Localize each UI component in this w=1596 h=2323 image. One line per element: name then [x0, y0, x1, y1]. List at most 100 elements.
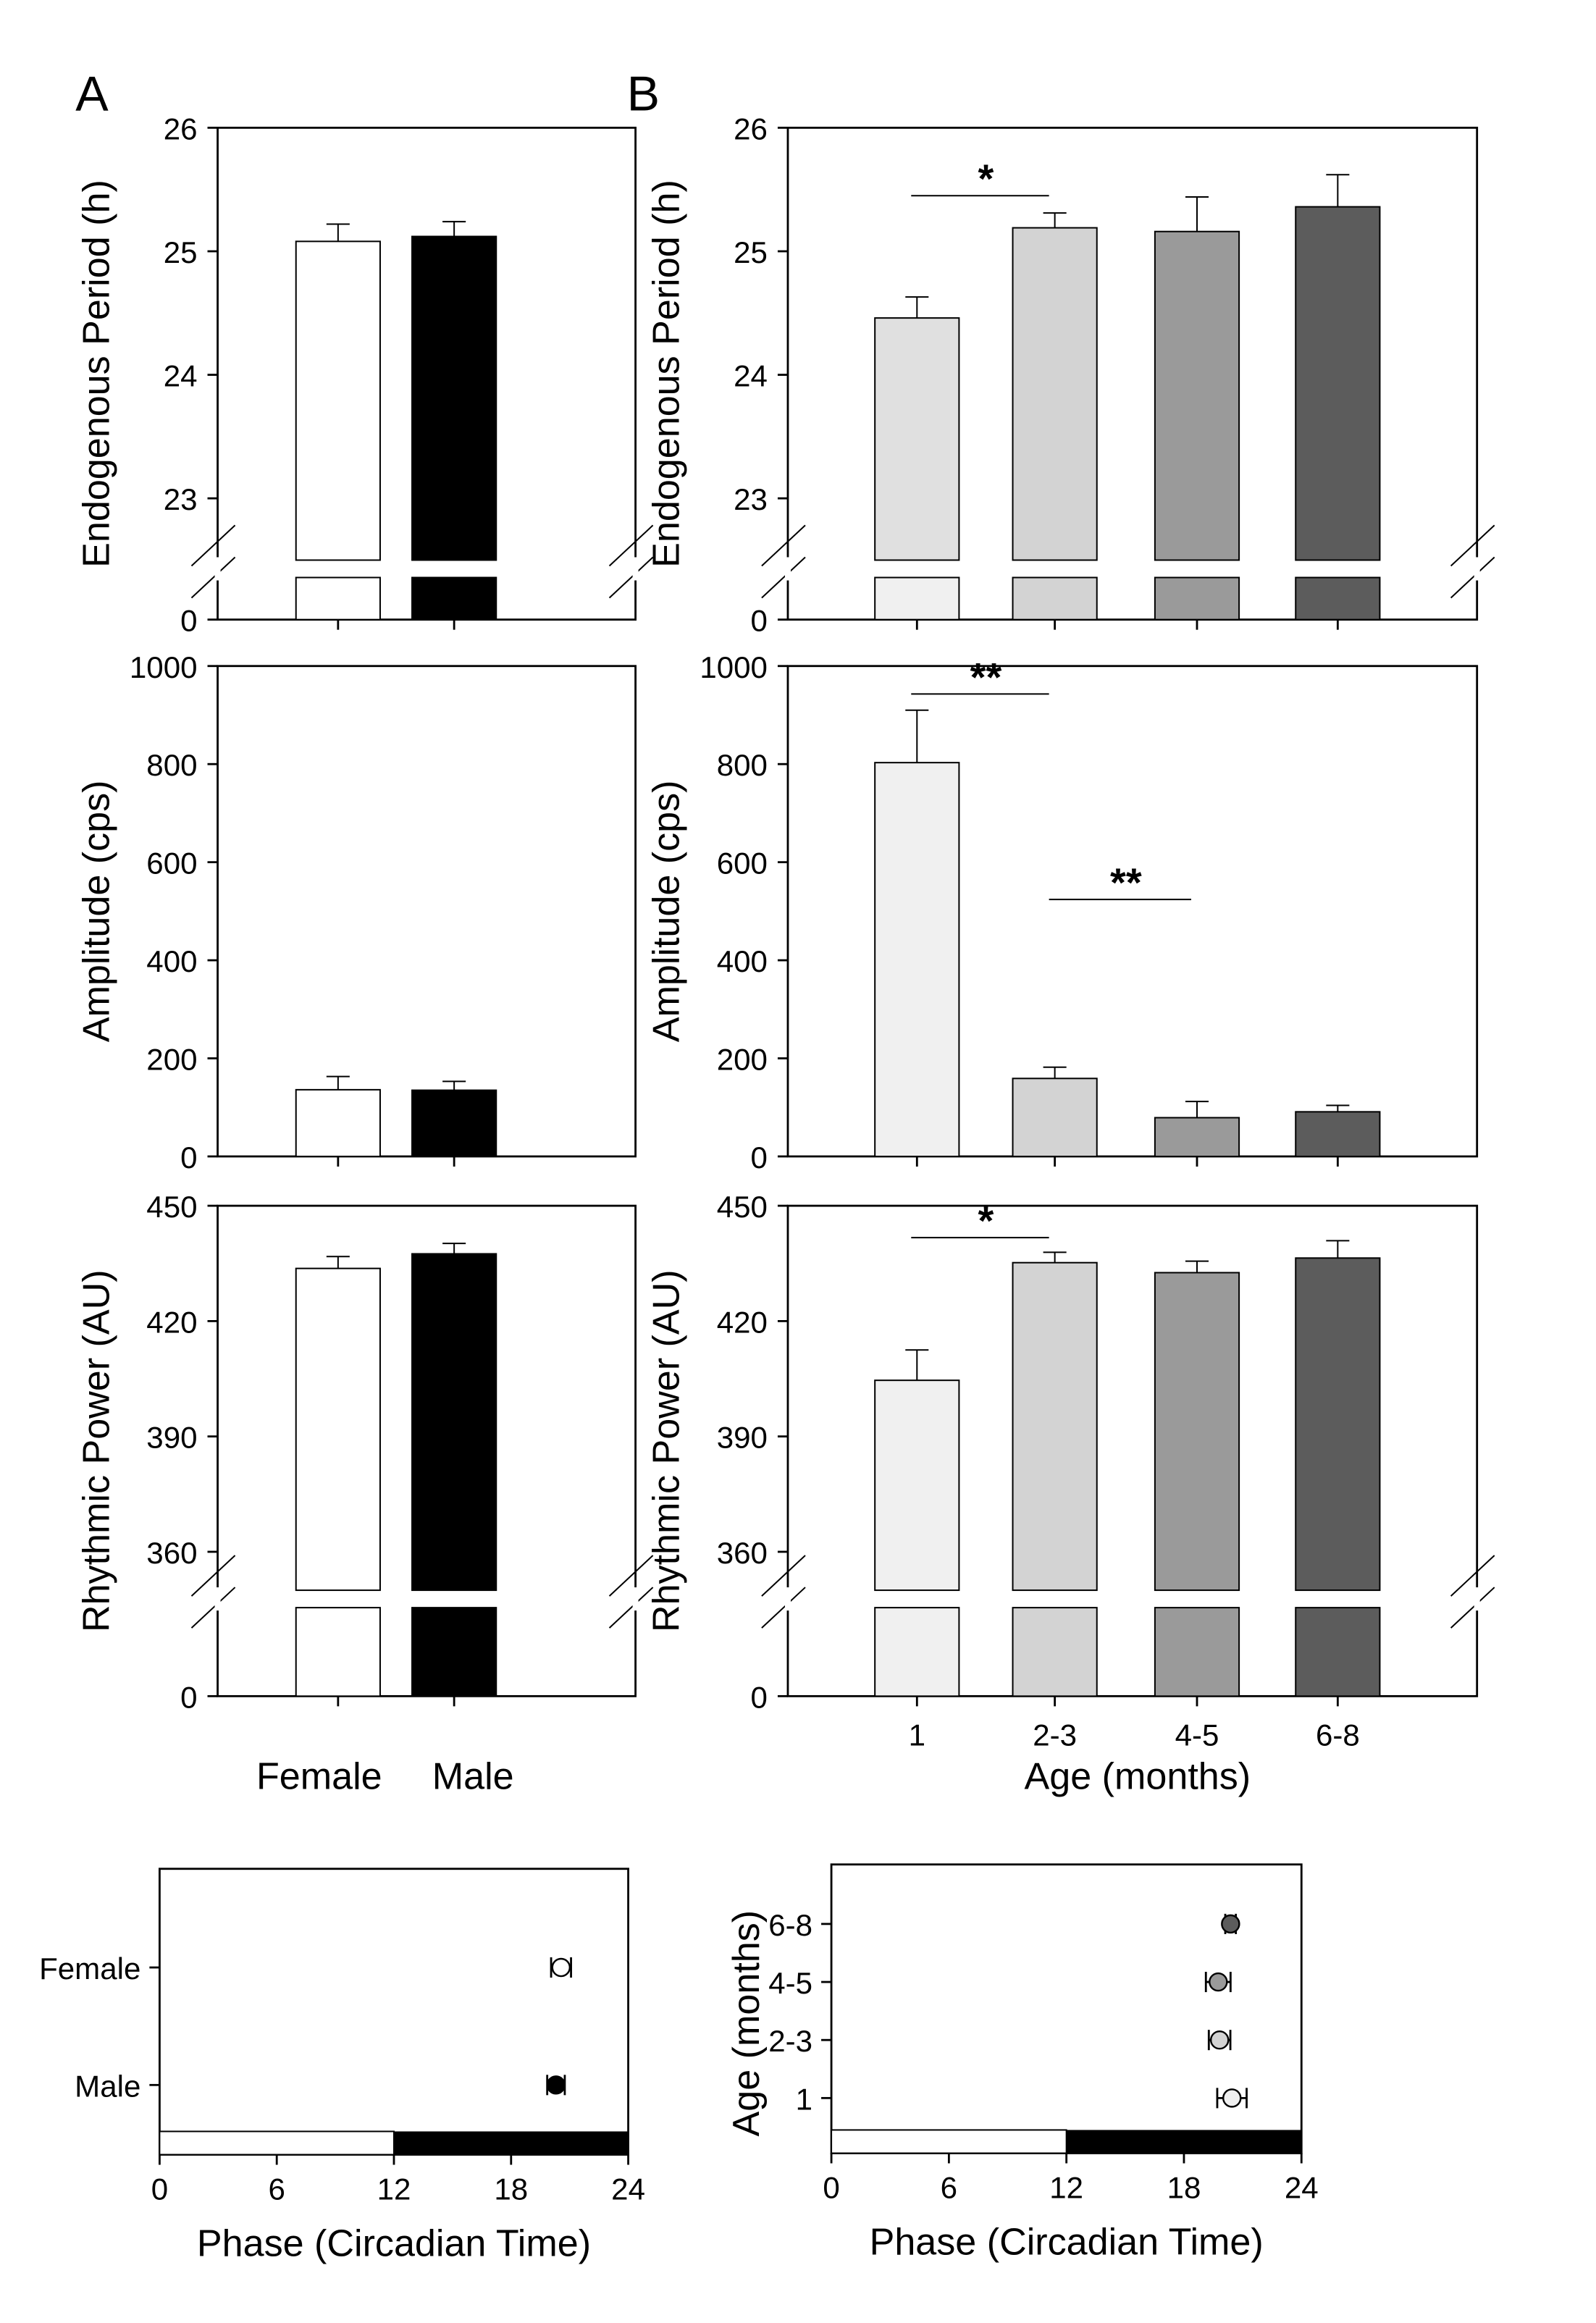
chart-A-phase: 0 6 12 18 24 Phase (Circadian Time) Female Male	[39, 1868, 645, 2265]
bar-4-5	[1154, 1272, 1240, 1592]
y-tick-label: 450	[717, 1190, 768, 1224]
bar-stub-4-5	[1154, 1607, 1240, 1697]
plot-frame	[786, 1204, 1479, 1697]
x-tick-label: 6-8	[1316, 1718, 1360, 1752]
significance-marker: **	[970, 654, 1002, 700]
bar-Male	[411, 235, 497, 561]
y-axis-label: Rhythmic Power (AU)	[646, 1269, 688, 1632]
bar-6-8	[1295, 206, 1381, 561]
chart-A-period: 0 23 24 25 26 Endogenous Period (h)	[75, 112, 654, 638]
axis-break-mark	[190, 556, 236, 599]
chart-B-power: 0 360 390 420 450 Rhythmic Power (AU) 1 2-3 4-5 6…	[646, 1190, 1495, 1752]
axis-break-mark	[608, 1587, 654, 1629]
x-tick-label: 1	[909, 1718, 925, 1752]
panel-label-b: B	[627, 66, 660, 121]
data-point-6-8	[1221, 1914, 1240, 1934]
bar-stub-6-8	[1295, 1607, 1381, 1697]
significance-marker: **	[1110, 860, 1142, 905]
axis-break-mark	[1450, 1555, 1495, 1597]
x-axis-label: Phase (Circadian Time)	[197, 2223, 591, 2265]
y-tick-label: 1000	[130, 650, 198, 684]
axis-break-gap	[214, 1587, 221, 1611]
bar-1	[874, 317, 960, 561]
y-tick-label: 390	[146, 1421, 197, 1455]
y-tick-label: 23	[164, 482, 198, 516]
y-axis-label: Endogenous Period (h)	[646, 180, 688, 568]
data-point-2-3	[1209, 2030, 1230, 2050]
bar-stub-4-5	[1154, 576, 1240, 621]
y-axis-label: Rhythmic Power (AU)	[75, 1269, 117, 1632]
chart-B-period: 0 23 24 25 26 Endogenous Period (h) *	[646, 112, 1495, 638]
y-tick-label: 200	[717, 1043, 768, 1077]
y-tick-label: 800	[146, 748, 197, 782]
axis-break-mark	[1450, 1587, 1495, 1629]
bar-Female	[295, 1088, 381, 1157]
y-tick-label: 4-5	[768, 1966, 812, 2000]
bar-2-3	[1012, 227, 1098, 561]
x-tick-label: 6	[941, 2171, 957, 2205]
x-tick-label: 18	[494, 2172, 528, 2206]
y-tick-label: 400	[717, 944, 768, 978]
axis-break-mark	[190, 1587, 236, 1629]
bar-Male	[411, 1089, 497, 1157]
bar-stub-Female	[295, 1607, 381, 1697]
bar-stub-6-8	[1295, 576, 1381, 621]
y-tick-label: 800	[717, 748, 768, 782]
bar-2-3	[1012, 1261, 1098, 1592]
y-tick-label: 6-8	[768, 1908, 812, 1942]
y-tick-label: 23	[734, 482, 768, 516]
plot-frame	[830, 1863, 1303, 2154]
axis-break-gap	[1474, 1587, 1480, 1611]
y-tick-label: 200	[146, 1043, 197, 1077]
axis-break-gap	[214, 557, 221, 581]
y-tick-label: 600	[146, 847, 197, 881]
axis-break-mark	[761, 1587, 806, 1629]
chart-B-amplitude: 0 200 400 600 800 1000 Amplitude (cps) ** **	[646, 650, 1479, 1175]
x-axis-label: Phase (Circadian Time)	[870, 2222, 1264, 2264]
significance-marker: *	[978, 156, 994, 201]
y-tick-label: 25	[734, 235, 768, 269]
plot-frame	[217, 665, 637, 1158]
x-tick-label: 12	[1049, 2171, 1083, 2205]
axis-break-mark	[761, 524, 806, 567]
data-point-4-5	[1209, 1972, 1228, 1992]
x-label-female: Female	[256, 1756, 382, 1798]
y-axis-label: Age (months)	[726, 1910, 768, 2137]
bar-Male	[411, 1253, 497, 1592]
axis-break-mark	[761, 1555, 806, 1597]
y-tick-label: 1000	[700, 650, 768, 684]
x-tick-label: 24	[611, 2172, 645, 2206]
y-tick-label: 24	[734, 359, 768, 393]
bar-4-5	[1154, 230, 1240, 561]
y-tick-label: 0	[751, 604, 768, 638]
axis-break-mark	[608, 556, 654, 599]
y-tick-label: 420	[146, 1305, 197, 1339]
y-tick-label: 24	[164, 359, 198, 393]
bar-4-5	[1154, 1117, 1240, 1157]
y-tick-label: Female	[39, 1952, 140, 1986]
y-tick-label: 0	[180, 1141, 197, 1175]
bar-stub-Male	[411, 576, 497, 621]
y-axis-label: Amplitude (cps)	[646, 780, 688, 1042]
plots: 0 23 24 25 26 Endogenous Period (h) 0 23 24 25 26 E…	[39, 112, 1495, 2265]
y-axis-label: Endogenous Period (h)	[75, 180, 117, 568]
x-tick-label: 4-5	[1175, 1718, 1219, 1752]
bar-6-8	[1295, 1257, 1381, 1592]
plot-frame	[158, 1868, 629, 2156]
bar-1	[874, 762, 960, 1157]
x-tick-label: 12	[377, 2172, 411, 2206]
y-tick-label: 0	[180, 604, 197, 638]
axis-break-gap	[632, 557, 639, 581]
bar-6-8	[1295, 1111, 1381, 1157]
y-tick-label: 0	[180, 1680, 197, 1714]
bar-stub-1	[874, 576, 960, 621]
significance-marker: *	[978, 1198, 994, 1243]
bar-1	[874, 1379, 960, 1592]
data-point-Male	[546, 2075, 566, 2095]
axis-break-gap	[784, 1587, 791, 1611]
x-tick-label: 2-3	[1033, 1718, 1077, 1752]
bar-stub-Female	[295, 576, 381, 621]
bar-stub-Male	[411, 1607, 497, 1697]
y-tick-label: 390	[717, 1421, 768, 1455]
y-tick-label: 600	[717, 847, 768, 881]
